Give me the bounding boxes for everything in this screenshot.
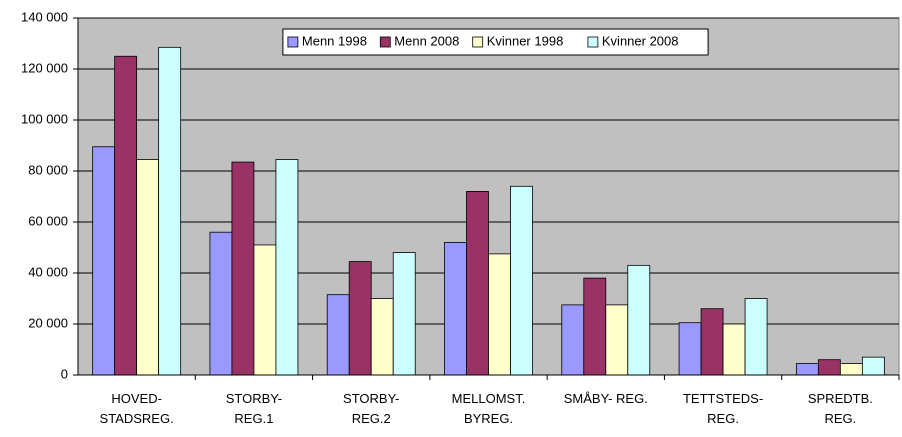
legend-swatch (287, 36, 299, 48)
bar (392, 252, 416, 376)
label-line: SMÅBY- REG. (564, 391, 648, 406)
label-line: STORBY- (343, 391, 399, 406)
y-tick-label: 20 000 (28, 315, 68, 330)
bar (700, 308, 724, 376)
y-tick-label: 100 000 (21, 111, 68, 126)
legend-swatch (587, 36, 599, 48)
y-tick-label: 0 (61, 366, 68, 381)
bar (444, 241, 467, 376)
label-line: BYREG. (464, 411, 513, 426)
label-line: HOVED- (111, 391, 162, 406)
y-tick-label: 40 000 (28, 264, 68, 279)
bar (678, 322, 702, 376)
bar (561, 304, 585, 376)
legend-label: Menn 2008 (394, 33, 459, 48)
bar (583, 277, 607, 376)
y-tick-label: 60 000 (28, 213, 68, 228)
x-tick-label: TETTSTEDS- REG. (683, 391, 763, 426)
legend-box (282, 28, 709, 56)
legend-swatch (472, 36, 484, 48)
bar (275, 159, 299, 376)
label-line: SPREDTB. (808, 391, 873, 406)
x-tick-label: SPREDTB. REG. (808, 391, 873, 426)
bar (839, 363, 863, 376)
bar (348, 261, 372, 376)
x-tick-label: SMÅBY- REG. (564, 391, 648, 406)
bar (817, 359, 841, 376)
x-tick-label: STORBY- REG.2 (343, 391, 399, 426)
bar (253, 244, 277, 376)
bar (326, 294, 350, 376)
bar (136, 159, 160, 376)
legend-label: Kvinner 1998 (487, 33, 564, 48)
y-tick-label: 140 000 (21, 9, 68, 24)
x-tick-label: MELLOMST. BYREG. (452, 391, 526, 426)
bar (114, 55, 138, 376)
x-tick-label: STORBY- REG.1 (226, 391, 282, 426)
y-tick-label: 120 000 (21, 60, 68, 75)
label-line: MELLOMST. (452, 391, 526, 406)
bar (158, 46, 182, 376)
bar (744, 298, 768, 376)
bar (92, 146, 116, 376)
bar (370, 298, 394, 376)
bar (722, 323, 746, 376)
legend-label: Kvinner 2008 (602, 33, 679, 48)
legend-label: Menn 1998 (302, 33, 367, 48)
bar (510, 185, 533, 376)
bar (627, 264, 651, 376)
label-line: REG. (707, 411, 739, 426)
label-line: STADSREG. (100, 411, 174, 426)
label-line: TETTSTEDS- (683, 391, 763, 406)
label-line: STORBY- (226, 391, 282, 406)
bar (861, 356, 885, 376)
x-tick-label: HOVED- STADSREG. (100, 391, 174, 426)
legend: Menn 1998 Menn 2008 Kvinner 1998 Kvinner 20… (282, 28, 709, 56)
bar (488, 253, 511, 376)
label-line: REG.2 (352, 411, 391, 426)
bar (466, 190, 489, 376)
bar (605, 304, 629, 376)
bar (795, 363, 819, 376)
bar (209, 231, 233, 376)
label-line: REG. (824, 411, 856, 426)
y-tick-label: 80 000 (28, 162, 68, 177)
label-line: REG.1 (234, 411, 273, 426)
legend-swatch (379, 36, 391, 48)
bar (231, 161, 255, 376)
